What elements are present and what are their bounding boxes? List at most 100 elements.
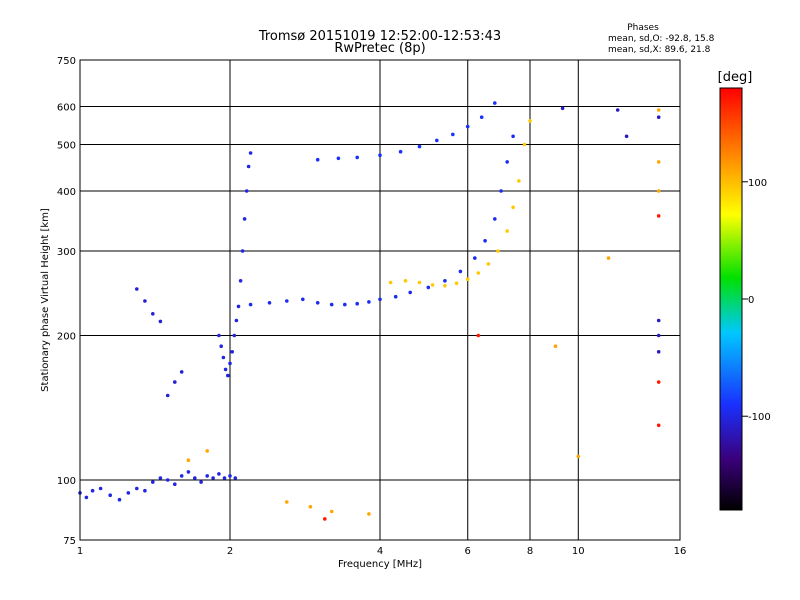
y-tick-label: 200 — [57, 332, 76, 343]
data-points — [78, 101, 661, 521]
x-axis-ticks: 1 2 4 6 8 10 16 — [77, 546, 687, 557]
x-tick-label: 2 — [227, 546, 233, 557]
x-tick-label: 1 — [77, 546, 83, 557]
data-point — [233, 476, 238, 480]
x-tick-label: 16 — [674, 546, 687, 557]
data-point — [267, 301, 272, 305]
colorbar-ticks: 100 0 -100 — [742, 178, 771, 423]
data-point — [285, 299, 289, 303]
data-point — [388, 280, 393, 285]
data-point — [238, 279, 243, 283]
data-point — [242, 217, 247, 221]
y-tick-label: 750 — [57, 56, 76, 67]
data-point — [228, 361, 232, 366]
x-axis-label: Frequency [MHz] — [338, 559, 422, 570]
colorbar-tick-label: 0 — [748, 295, 754, 306]
data-point — [398, 149, 403, 154]
data-point — [165, 393, 170, 398]
data-point — [378, 153, 382, 157]
data-point — [173, 380, 177, 384]
data-point — [656, 160, 661, 164]
data-point — [143, 488, 147, 493]
data-point — [451, 132, 455, 137]
data-point — [656, 423, 661, 428]
data-point — [179, 370, 184, 374]
data-point — [219, 344, 223, 349]
chart-title: Tromsø 20151019 12:52:00-12:53:43 — [258, 29, 501, 44]
colorbar-tick-label: 100 — [748, 178, 767, 189]
data-point — [151, 480, 155, 484]
data-point — [223, 367, 228, 372]
data-point — [126, 491, 131, 495]
data-point — [232, 333, 237, 338]
data-point — [84, 495, 89, 500]
data-point — [244, 189, 249, 193]
data-point — [336, 156, 341, 161]
stats-line-x: mean, sd,X: 89.6, 21.8 — [608, 45, 711, 55]
data-point — [236, 304, 241, 309]
data-point — [217, 472, 221, 476]
data-point — [378, 297, 382, 302]
data-point — [158, 476, 163, 480]
data-point — [656, 318, 661, 323]
x-tick-label: 4 — [377, 546, 383, 557]
colorbar-label: [deg] — [718, 70, 753, 85]
data-point — [98, 486, 103, 491]
y-axis-label: Stationary phase Virtual Height [km] — [40, 208, 51, 392]
data-point — [656, 214, 661, 218]
y-tick-label: 600 — [57, 103, 76, 114]
data-point — [476, 271, 481, 275]
colorbar — [719, 87, 743, 511]
data-point — [473, 256, 477, 260]
stats-line-o: mean, sd,O: -92.8, 15.8 — [608, 34, 715, 44]
data-point — [511, 205, 515, 210]
data-point — [108, 493, 112, 498]
data-point — [315, 157, 320, 162]
data-point — [499, 189, 503, 193]
data-point — [528, 119, 532, 123]
plot-frame — [79, 59, 681, 541]
data-point — [656, 380, 661, 384]
data-point — [90, 488, 95, 493]
y-axis-ticks: 75 100 200 300 400 500 600 750 — [57, 56, 76, 547]
data-point — [165, 478, 170, 482]
data-point — [323, 517, 327, 521]
data-point — [230, 350, 234, 354]
data-point — [417, 280, 422, 285]
data-point — [117, 497, 122, 502]
data-point — [656, 115, 661, 119]
data-point — [329, 509, 334, 514]
data-point — [301, 297, 305, 302]
data-point — [246, 164, 251, 169]
data-point — [403, 279, 408, 283]
data-point — [511, 134, 515, 139]
data-point — [205, 449, 209, 453]
data-point — [496, 249, 500, 253]
data-point — [222, 476, 227, 480]
data-point — [211, 476, 215, 480]
y-tick-label: 100 — [57, 476, 76, 487]
data-point — [329, 302, 334, 307]
data-point — [656, 350, 661, 354]
data-point — [248, 302, 253, 307]
data-point — [493, 101, 497, 105]
data-point — [179, 474, 184, 478]
data-point — [576, 454, 581, 459]
data-point — [343, 302, 347, 307]
data-point — [465, 124, 470, 129]
data-point — [355, 155, 360, 160]
data-point — [483, 239, 487, 243]
data-point — [135, 486, 139, 491]
data-point — [367, 512, 371, 516]
data-point — [606, 256, 611, 260]
data-point — [426, 285, 431, 290]
data-point — [553, 344, 558, 349]
x-tick-label: 10 — [572, 546, 585, 557]
data-point — [217, 333, 221, 338]
y-tick-label: 75 — [63, 536, 76, 547]
data-point — [393, 294, 398, 299]
data-point — [205, 474, 209, 478]
data-point — [505, 229, 510, 233]
data-point — [493, 217, 497, 221]
